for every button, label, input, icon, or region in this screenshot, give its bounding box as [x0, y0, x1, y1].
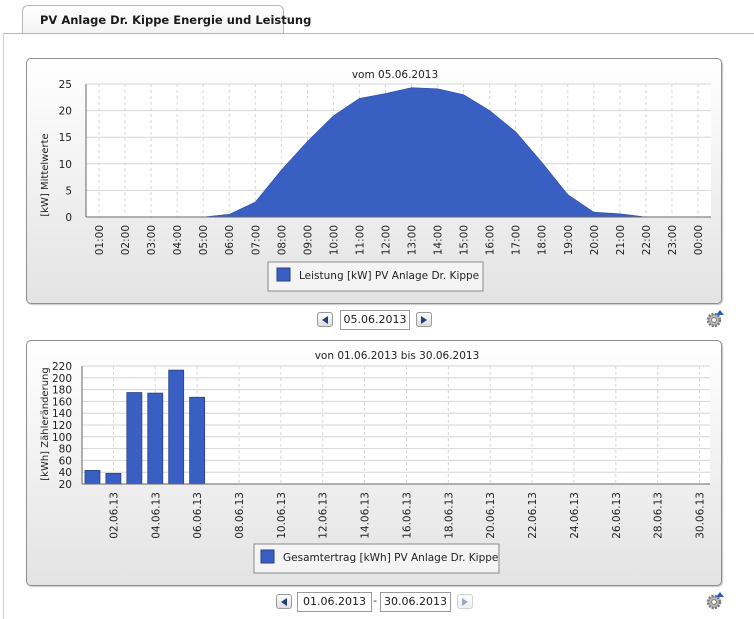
month-legend-box [253, 543, 500, 574]
month-xtick-label: 28.06.13 [653, 492, 665, 539]
month-bar [147, 392, 164, 485]
month-ytick-label: 160 [52, 396, 72, 408]
month-bar [105, 472, 122, 485]
day-xtick-label: 20:00 [589, 225, 601, 255]
day-xtick-label: 01:00 [94, 225, 106, 255]
day-xtick-label: 05:00 [198, 225, 210, 255]
day-legend-swatch [276, 267, 291, 282]
day-xtick-label: 07:00 [250, 225, 262, 255]
tab-label: PV Anlage Dr. Kippe Energie und Leistung [40, 13, 312, 27]
day-xtick-label: 21:00 [615, 225, 627, 255]
day-chart: vom 05.06.2013 [kW] Mittelwerte 0 5 10 15 20… [40, 69, 711, 292]
day-nav: 05.06.2013 [317, 310, 437, 330]
day-date-field[interactable]: 05.06.2013 [340, 310, 410, 330]
day-chart-title: vom 05.06.2013 [352, 69, 438, 81]
day-chart-ylabel: [kW] Mittelwerte [40, 133, 51, 216]
month-ytick-label: 120 [52, 420, 72, 432]
day-xtick-label: 04:00 [172, 225, 184, 255]
month-ytick-label: 220 [52, 361, 72, 373]
day-legend-label: Leistung [kW] PV Anlage Dr. Kippe [299, 270, 479, 282]
month-to-field[interactable]: 30.06.2013 [380, 592, 451, 612]
month-ytick-label: 40 [59, 467, 72, 479]
triangle-right-icon [462, 598, 468, 606]
month-ytick-label: 80 [59, 444, 72, 456]
month-chart-ylabel: [kWh] Zähleränderung [40, 367, 51, 480]
month-bar [126, 392, 143, 485]
range-separator: - [373, 594, 377, 607]
month-xtick-label: 02.06.13 [108, 492, 120, 539]
day-ytick-label: 25 [59, 79, 72, 91]
day-xtick-label: 22:00 [641, 225, 653, 255]
triangle-left-icon [322, 316, 328, 324]
month-settings-gear-icon[interactable] [706, 592, 724, 610]
day-xtick-label: 14:00 [433, 225, 445, 255]
day-ytick-label: 20 [59, 106, 72, 118]
day-xtick-label: 06:00 [224, 225, 236, 255]
day-xtick-label: 19:00 [563, 225, 575, 255]
day-next-button[interactable] [416, 312, 432, 327]
day-xtick-label: 15:00 [459, 225, 471, 255]
month-xtick-label: 12.06.13 [318, 492, 330, 539]
day-prev-button[interactable] [317, 312, 333, 327]
month-bar [84, 470, 101, 485]
month-xtick-label: 16.06.13 [401, 492, 413, 539]
month-xtick-label: 18.06.13 [443, 492, 455, 539]
day-xtick-label: 17:00 [511, 225, 523, 255]
month-xtick-label: 30.06.13 [695, 492, 707, 539]
month-xtick-label: 26.06.13 [611, 492, 623, 539]
month-xtick-label: 10.06.13 [276, 492, 288, 539]
triangle-left-icon [281, 598, 287, 606]
day-ytick-label: 10 [59, 159, 72, 171]
month-bar [168, 369, 185, 485]
day-ytick-label: 0 [65, 212, 72, 224]
day-settings-gear-icon[interactable] [706, 310, 724, 328]
month-next-button[interactable] [457, 594, 473, 609]
gear-icon [706, 310, 724, 328]
month-from-field[interactable]: 01.06.2013 [297, 592, 372, 612]
day-xtick-label: 09:00 [302, 225, 314, 255]
day-xtick-label: 02:00 [120, 225, 132, 255]
tab-pv-anlage[interactable]: PV Anlage Dr. Kippe Energie und Leistung [22, 5, 311, 33]
day-ytick-label: 5 [65, 185, 72, 197]
day-xtick-label: 11:00 [354, 225, 366, 255]
month-chart-panel: von 01.06.2013 bis 30.06.2013 [kWh] Zähl… [26, 340, 722, 586]
day-xtick-label: 10:00 [328, 225, 340, 255]
day-xtick-label: 00:00 [693, 225, 705, 255]
month-ytick-label: 100 [52, 432, 72, 444]
month-xtick-label: 24.06.13 [569, 492, 581, 539]
month-ytick-label: 60 [59, 455, 72, 467]
day-area-series [203, 87, 646, 218]
day-ytick-label: 15 [59, 132, 72, 144]
month-xtick-label: 04.06.13 [150, 492, 162, 539]
day-xtick-label: 13:00 [407, 225, 419, 255]
month-legend-swatch [260, 549, 275, 564]
day-xtick-label: 12:00 [380, 225, 392, 255]
month-ytick-label: 180 [52, 385, 72, 397]
day-xtick-label: 23:00 [667, 225, 679, 255]
month-ytick-label: 200 [52, 373, 72, 385]
month-ytick-label: 20 [59, 479, 72, 491]
month-chart: von 01.06.2013 bis 30.06.2013 [kWh] Zähl… [40, 350, 710, 574]
month-xtick-label: 06.06.13 [192, 492, 204, 539]
month-ytick-label: 140 [52, 408, 72, 420]
month-nav: 01.06.2013 - 30.06.2013 [276, 592, 476, 612]
day-xtick-label: 16:00 [485, 225, 497, 255]
day-xtick-label: 18:00 [537, 225, 549, 255]
day-xtick-label: 03:00 [146, 225, 158, 255]
month-bar [189, 396, 206, 485]
triangle-right-icon [421, 316, 427, 324]
day-legend-box [267, 261, 484, 292]
gear-icon [706, 592, 724, 610]
month-xtick-label: 22.06.13 [527, 492, 539, 539]
month-chart-title: von 01.06.2013 bis 30.06.2013 [315, 350, 480, 362]
month-xtick-label: 20.06.13 [485, 492, 497, 539]
month-xtick-label: 14.06.13 [360, 492, 372, 539]
month-prev-button[interactable] [276, 594, 292, 609]
month-legend-label: Gesamtertrag [kWh] PV Anlage Dr. Kippe [283, 552, 498, 564]
day-xtick-label: 08:00 [276, 225, 288, 255]
month-xtick-label: 08.06.13 [234, 492, 246, 539]
day-chart-panel: vom 05.06.2013 [kW] Mittelwerte 0 5 10 15 20… [26, 58, 722, 304]
tab-strip: PV Anlage Dr. Kippe Energie und Leistung [0, 0, 754, 33]
